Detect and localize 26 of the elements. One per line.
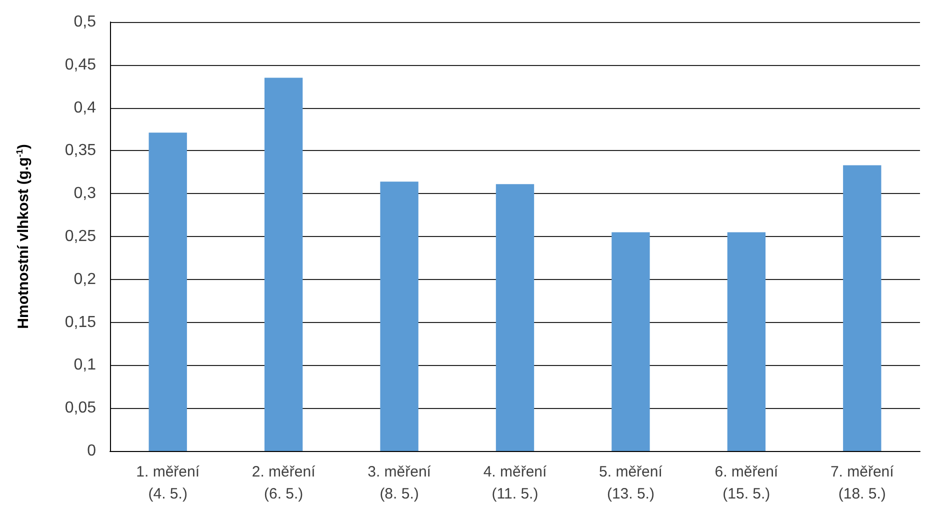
x-tick-label: 5. měření (13. 5.) — [599, 464, 664, 502]
y-tick-label: 0,45 — [64, 56, 96, 74]
y-axis-title: Hmotnostní vlhkost (g.g-1) — [14, 144, 32, 329]
x-tick-label: 6. měření (15. 5.) — [714, 464, 779, 502]
y-tick-label: 0,4 — [74, 99, 96, 116]
bar — [727, 232, 766, 451]
y-tick-label: 0,2 — [74, 270, 96, 288]
y-tick-label: 0,3 — [74, 185, 96, 202]
y-tick-label: 0,25 — [64, 228, 96, 245]
bar — [612, 232, 650, 451]
y-tick-label: 0,35 — [64, 142, 96, 160]
y-tick-label: 0,5 — [74, 14, 96, 30]
x-tick-label: 7. měření (18. 5.) — [830, 464, 895, 502]
x-tick-label: 1. měření (4. 5.) — [136, 464, 200, 502]
y-tick-label: 0 — [87, 442, 96, 460]
x-tick-label: 2. měření (6. 5.) — [252, 464, 316, 502]
y-tick-label: 0,1 — [74, 356, 96, 374]
bar — [496, 184, 534, 451]
x-tick-label: 3. měření (8. 5.) — [368, 464, 432, 502]
bar — [843, 165, 882, 451]
x-tick-label: 4. měření (11. 5.) — [483, 464, 548, 502]
bar — [148, 132, 187, 451]
y-tick-label: 0,05 — [64, 400, 96, 417]
bar — [380, 182, 418, 451]
y-tick-label: 0,15 — [64, 314, 96, 331]
bar — [264, 78, 303, 451]
